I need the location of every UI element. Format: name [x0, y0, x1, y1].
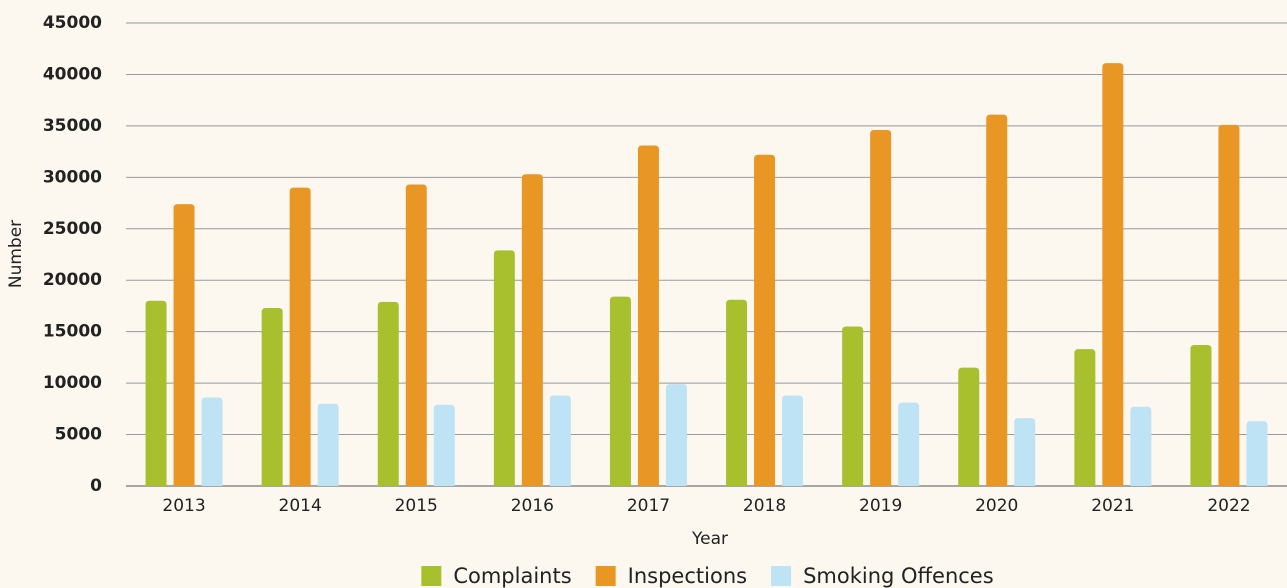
x-tick-label: 2021 [1091, 496, 1134, 516]
bar [549, 395, 571, 486]
y-tick-label: 35000 [43, 116, 102, 136]
x-tick-label: 2017 [627, 496, 670, 516]
y-tick-label: 15000 [43, 322, 102, 342]
x-tick-label: 2013 [162, 496, 205, 516]
bar [898, 402, 920, 486]
legend-swatch [595, 566, 616, 586]
bar [377, 301, 399, 486]
legend-swatch [421, 566, 442, 586]
bar [1102, 63, 1124, 486]
bar [1130, 406, 1152, 486]
x-tick-label: 2022 [1207, 496, 1250, 516]
bar [958, 367, 980, 486]
x-tick-label: 2020 [975, 496, 1018, 516]
bar [1190, 345, 1212, 486]
bar [173, 204, 195, 486]
bar [1014, 418, 1036, 486]
bar [145, 300, 167, 486]
x-tick-label: 2014 [279, 496, 322, 516]
bar [842, 326, 864, 486]
bar [1246, 421, 1268, 486]
bar [726, 299, 748, 486]
bar [609, 296, 631, 486]
y-tick-label: 20000 [43, 270, 102, 290]
y-tick-label: 30000 [43, 167, 102, 187]
bar [754, 154, 776, 486]
y-tick-label: 40000 [43, 64, 102, 84]
x-tick-label: 2016 [511, 496, 554, 516]
x-tick-label: 2015 [395, 496, 438, 516]
bar [317, 403, 339, 486]
bar [665, 384, 687, 486]
bar [493, 250, 515, 486]
x-tick-label: 2018 [743, 496, 786, 516]
bar [870, 130, 892, 486]
y-tick-label: 45000 [43, 13, 102, 33]
bar [1074, 349, 1096, 486]
bar [433, 404, 455, 486]
bar [637, 145, 659, 486]
bar [261, 308, 283, 486]
bar [1218, 124, 1240, 487]
bar [521, 174, 543, 486]
y-axis-label: Number [6, 220, 26, 288]
x-tick-label: 2019 [859, 496, 902, 516]
y-tick-label: 10000 [43, 373, 102, 393]
bar [405, 184, 427, 486]
y-tick-label: 0 [90, 476, 102, 496]
legend-label: Complaints [453, 564, 571, 588]
legend-label: Smoking Offences [803, 564, 994, 588]
legend-swatch [771, 566, 792, 586]
x-axis-label: Year [691, 529, 728, 549]
y-tick-label: 25000 [43, 219, 102, 239]
bar [289, 187, 311, 486]
bar [986, 114, 1008, 487]
y-tick-label: 5000 [55, 425, 102, 445]
bar [201, 397, 223, 486]
legend-label: Inspections [628, 564, 747, 588]
bar [782, 395, 804, 486]
